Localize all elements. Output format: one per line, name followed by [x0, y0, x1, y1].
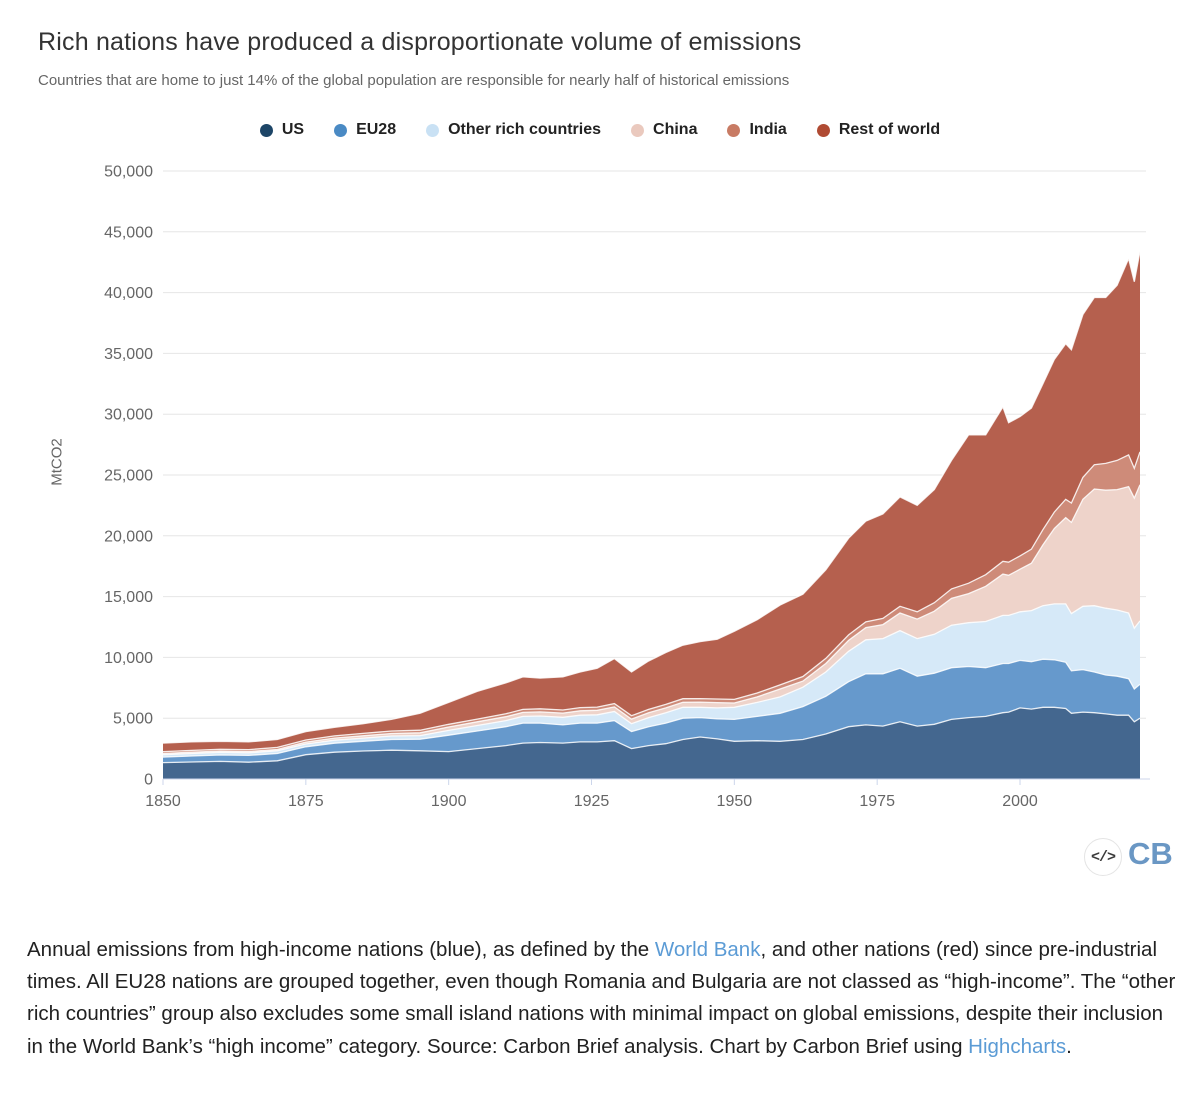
caption-link-world-bank[interactable]: World Bank	[654, 938, 761, 961]
y-axis-tick-label: 15,000	[104, 589, 153, 606]
carbon-brief-logo[interactable]: CB	[1128, 836, 1173, 871]
y-axis-tick-label: 35,000	[104, 346, 153, 363]
x-axis-tick-label: 1925	[574, 793, 610, 810]
y-axis-tick-label: 30,000	[104, 407, 153, 424]
caption-text: .	[1066, 1034, 1072, 1058]
chart-subtitle: Countries that are home to just 14% of t…	[38, 72, 790, 89]
legend-item-eu28[interactable]: EU28	[334, 121, 396, 139]
caption-link-highcharts[interactable]: Highcharts	[968, 1034, 1067, 1058]
x-axis-tick-label: 1900	[431, 793, 467, 810]
area-us	[163, 707, 1140, 779]
y-axis-tick-label: 20,000	[104, 528, 153, 545]
caption-text: Annual emissions from high-income nation…	[27, 938, 655, 961]
area-border	[162, 706, 1141, 764]
legend-item-india[interactable]: India	[727, 121, 787, 139]
legend-marker-icon	[259, 123, 273, 137]
legend-label: EU28	[356, 121, 397, 138]
x-axis-tick-label: 1950	[717, 793, 753, 810]
legend-marker-icon	[816, 123, 830, 137]
area-border	[162, 484, 1141, 755]
area-border	[162, 451, 1141, 753]
area-eu28	[163, 659, 1140, 763]
legend-label: Other rich countries	[448, 121, 602, 138]
legend-label: China	[653, 121, 698, 138]
code-embed-icon: </>	[1090, 848, 1116, 866]
embed-chart-button[interactable]: </>	[1084, 838, 1122, 876]
y-axis-tick-label: 50,000	[104, 164, 153, 181]
y-axis-tick-label: 45,000	[104, 224, 153, 241]
area-border	[162, 603, 1141, 756]
area-border	[162, 251, 1141, 744]
x-axis-tick-label: 1875	[288, 793, 324, 810]
chart-title: Rich nations have produced a disproporti…	[38, 28, 802, 56]
y-axis-tick-label: 25,000	[104, 468, 153, 485]
emissions-stacked-area-chart: 0 5,000 10,000 15,000 20,000 25,000 30,000 35,0…	[104, 164, 1150, 810]
x-axis-tick-label: 2000	[1002, 793, 1038, 810]
caption-text: , and other nations (red) since pre-indu…	[27, 938, 1176, 1058]
y-axis-tick-label: 0	[144, 772, 153, 789]
legend-item-china[interactable]: China	[631, 121, 697, 139]
legend-marker-icon	[334, 123, 348, 137]
chart-legend: US EU28 Other rich countries China India Rest…	[0, 121, 1200, 139]
legend-item-rest-of-world[interactable]: Rest of world	[816, 121, 941, 139]
y-axis-tick-label: 10,000	[104, 650, 153, 667]
legend-item-other-rich-countries[interactable]: Other rich countries	[426, 121, 601, 139]
x-axis-tick-label: 1850	[145, 793, 181, 810]
legend-marker-icon	[631, 123, 645, 137]
area-india	[163, 451, 1140, 754]
y-axis-title: MtCO2	[48, 438, 66, 486]
y-axis-tick-label: 5,000	[113, 711, 153, 728]
legend-label: India	[749, 121, 787, 138]
x-axis-tick-label: 1975	[859, 793, 895, 810]
chart-caption: Annual emissions from high-income nation…	[27, 934, 1177, 1063]
area-china	[163, 484, 1140, 755]
y-axis-tick-label: 40,000	[104, 285, 153, 302]
legend-marker-icon	[426, 123, 440, 137]
area-rest-of-world	[163, 251, 1140, 752]
area-other-rich-countries	[163, 603, 1140, 758]
legend-marker-icon	[727, 123, 741, 137]
legend-item-us[interactable]: US	[259, 121, 305, 139]
legend-label: Rest of world	[838, 121, 941, 138]
legend-label: US	[281, 121, 305, 138]
area-border	[162, 658, 1141, 758]
